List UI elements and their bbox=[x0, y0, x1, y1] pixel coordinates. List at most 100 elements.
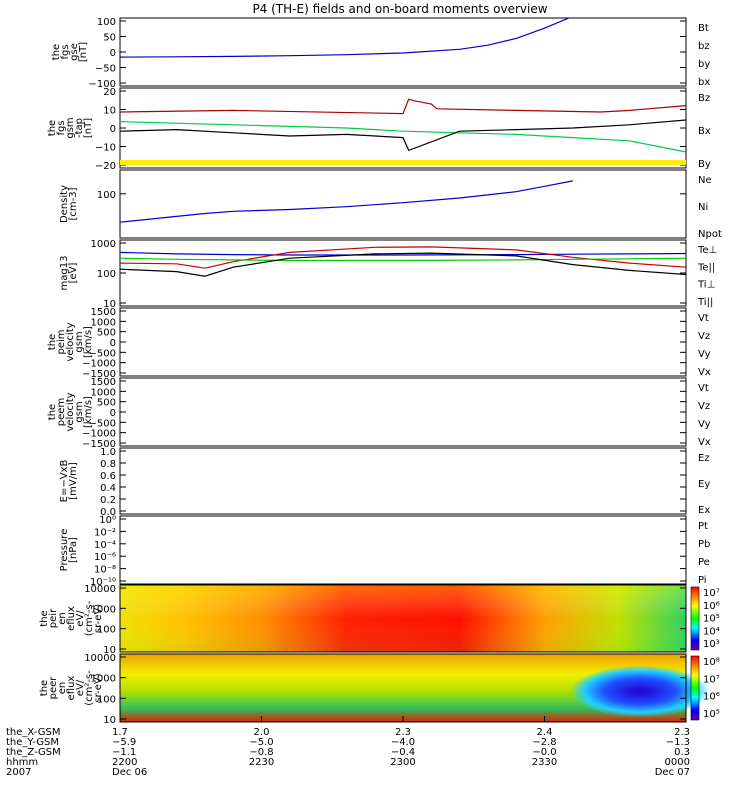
y-axis-label-line: eV/ bbox=[75, 610, 86, 627]
legend-entry: bx bbox=[698, 77, 710, 88]
y-axis-label-line: velocity bbox=[65, 322, 76, 361]
y-tick-label: 10000 bbox=[84, 653, 116, 664]
y-tick-label: 0 bbox=[110, 408, 116, 419]
spectrogram-low-flux-region bbox=[570, 665, 710, 718]
x-axis-row-value: 2330 bbox=[532, 757, 557, 768]
legend-entry: Vt bbox=[698, 383, 709, 394]
x-axis-row-value: 2.3 bbox=[674, 727, 690, 738]
panels: 100500−50−100thefgsgse[nT]Btbzbybx20100−… bbox=[39, 17, 722, 726]
y-tick-label: 1000 bbox=[91, 674, 116, 685]
legend-entry: Ti⊥ bbox=[697, 280, 715, 291]
panel-frame bbox=[119, 169, 687, 239]
x-axis-row-value: −5.9 bbox=[112, 737, 136, 748]
panel-frame bbox=[119, 17, 687, 87]
colorbar-tick-label: 10³ bbox=[703, 639, 720, 650]
y-tick-label: −500 bbox=[89, 348, 116, 359]
y-tick-label: 1500 bbox=[91, 377, 116, 388]
y-axis-label-line: peem bbox=[56, 398, 67, 426]
y-tick-label: 0 bbox=[110, 338, 116, 349]
series-line-bx bbox=[120, 18, 571, 58]
panel-frame bbox=[119, 377, 687, 447]
y-axis-label-line: -tap bbox=[74, 118, 85, 138]
x-axis-row-value: 2.4 bbox=[537, 727, 553, 738]
y-tick-label: 10⁻¹⁰ bbox=[90, 577, 116, 588]
x-axis-row-value: 2230 bbox=[249, 757, 274, 768]
y-tick-label: 1500 bbox=[91, 307, 116, 318]
panel-density: 100 Density[cm-3] Ne Ni Npot bbox=[59, 169, 722, 240]
series-line-By bbox=[120, 121, 686, 153]
legend-entry: Ex bbox=[698, 505, 710, 516]
y-tick-label: 100 bbox=[97, 625, 116, 636]
y-axis-label-line: [nPa] bbox=[68, 537, 79, 563]
panel-temperature: 1000 100 10 mag13[eV] Te⊥ Te|| Ti⊥ Ti|| bbox=[59, 239, 717, 310]
y-axis-label-line: the bbox=[47, 404, 58, 420]
y-tick-label: −1500 bbox=[82, 439, 116, 450]
y-axis-label-line: eflux bbox=[66, 606, 77, 631]
y-tick-label: 100 bbox=[97, 694, 116, 705]
y-tick-label: 1000 bbox=[91, 604, 116, 615]
x-axis-row-value: −2.8 bbox=[532, 737, 556, 748]
legend-entry: by bbox=[698, 59, 710, 70]
x-axis-row-value: Dec 07 bbox=[655, 767, 690, 778]
y-axis-label-line: the bbox=[47, 334, 58, 350]
legend-entry: Vy bbox=[698, 419, 711, 430]
panel-frame bbox=[119, 87, 687, 169]
panel-frame bbox=[119, 447, 687, 515]
y-tick-label: 10 bbox=[103, 299, 116, 310]
y-axis-label-line: peer bbox=[48, 676, 59, 700]
colorbar-tick-label: 10⁶ bbox=[703, 601, 720, 612]
y-axis-label-line: [nT] bbox=[78, 42, 89, 62]
series-line-Te|| bbox=[120, 252, 686, 277]
y-tick-label: 0.4 bbox=[100, 483, 116, 494]
x-axis-row-value: −5.0 bbox=[249, 737, 273, 748]
x-axis-row-value: 2.3 bbox=[395, 727, 411, 738]
panel-frame bbox=[119, 307, 687, 377]
series-line-Npot bbox=[120, 180, 573, 223]
y-axis-label-line: [km/s] bbox=[83, 326, 94, 358]
y-axis-label-line: fgs bbox=[56, 120, 67, 135]
legend-entry: Vy bbox=[698, 349, 711, 360]
legend-entry: bz bbox=[698, 41, 710, 52]
legend-entry: Ne bbox=[698, 175, 712, 186]
y-tick-label: −1000 bbox=[82, 359, 116, 370]
y-tick-label: −500 bbox=[89, 418, 116, 429]
y-tick-label: 500 bbox=[97, 328, 116, 339]
y-tick-label: 10⁻⁶ bbox=[94, 552, 116, 563]
legend-entry: Bt bbox=[698, 23, 709, 34]
spectrogram-shade bbox=[120, 585, 686, 652]
legend-entry: Ni bbox=[698, 202, 708, 213]
y-tick-label: 100 bbox=[97, 17, 116, 28]
legend-entry: Ez bbox=[698, 453, 710, 464]
legend-entry: Pi bbox=[698, 575, 707, 586]
x-axis-row-value: −0.0 bbox=[532, 747, 556, 758]
x-axis-row-value: 2300 bbox=[390, 757, 415, 768]
y-tick-label: −20 bbox=[95, 161, 116, 172]
y-axis-label-line: gsm bbox=[74, 331, 85, 352]
plot-title: P4 (TH-E) fields and on-board moments ov… bbox=[252, 2, 547, 16]
y-tick-label: 0.2 bbox=[100, 495, 116, 506]
legend-entry: Bz bbox=[698, 93, 710, 104]
colorbar-tick-label: 10⁸ bbox=[703, 657, 720, 668]
x-axis-row-value: 1.7 bbox=[112, 727, 128, 738]
y-tick-label: −100 bbox=[89, 79, 116, 90]
x-axis-row-value: 2200 bbox=[112, 757, 137, 768]
colorbar-tick-label: 10⁵ bbox=[703, 709, 720, 720]
panel-frame bbox=[119, 239, 687, 307]
x-axis-row-label: 2007 bbox=[6, 767, 31, 778]
colorbar-scale bbox=[690, 586, 700, 651]
y-tick-label: 1000 bbox=[91, 317, 116, 328]
y-tick-label: 10000 bbox=[84, 584, 116, 595]
series-line-Ti|| bbox=[120, 257, 686, 262]
y-axis-label-line: sr-eV) bbox=[93, 673, 104, 702]
y-axis-label-line: peir bbox=[48, 608, 59, 628]
y-tick-label: 10 bbox=[103, 645, 116, 656]
y-axis-label-line: the bbox=[47, 120, 58, 136]
legend-entry: Npot bbox=[698, 229, 722, 240]
y-axis-label-line: gsm bbox=[74, 401, 85, 422]
y-axis-label-line: sr-eV) bbox=[93, 604, 104, 633]
